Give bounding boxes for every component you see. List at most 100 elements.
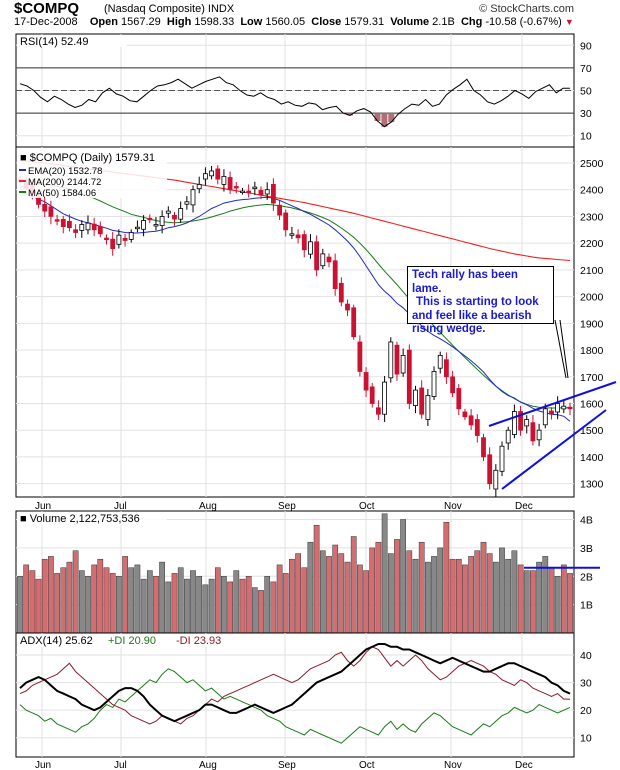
adx-month-label: Aug [199,760,217,770]
volume-bar [146,570,153,634]
candle-body [209,170,215,177]
rsi-tick-label: 90 [580,40,592,52]
volume-bar [437,547,444,634]
volume-bar [276,564,283,634]
annotation-line-4: rising wedge. [412,323,486,335]
volume-bar [264,576,271,634]
volume-bar [511,550,518,634]
volume-bar [418,541,425,634]
candle-body [536,429,542,441]
price-month-label: Oct [359,501,375,512]
volume-bar [560,564,567,634]
volume-bar [245,576,252,634]
volume-bar [78,570,85,634]
volume-bar [184,578,190,634]
volume-bar [567,573,573,634]
rsi-tick-label: 50 [580,86,592,98]
candle-body [122,237,128,241]
candle-body [184,201,190,205]
candle-body [326,256,332,263]
annotation-box: Tech rally has been lame. This is starti… [407,266,554,335]
rsi-oversold-shade [347,113,402,127]
volume-bar [140,578,147,634]
volume-bar [23,564,30,634]
volume-bar [29,570,36,634]
candle-body [413,389,418,407]
candle-body [60,218,66,227]
candle-body [42,203,48,212]
down-arrow-icon: ▼ [564,17,574,27]
candle-body [73,229,78,233]
volume-bar [350,536,357,634]
candle-body [505,429,511,444]
candle-body [277,204,283,216]
volume-bar [400,519,406,634]
volume-bar [462,564,468,634]
volume-bar [468,556,474,634]
open-value: 1567.29 [121,16,161,28]
volume-bar [363,570,369,634]
volume-bar [270,581,277,634]
volume-bar [85,576,91,634]
volume-bar [412,558,419,634]
candle-body [314,241,320,271]
candle-body [524,419,530,427]
price-legend-entry: EMA(20) 1532.78 [28,166,102,177]
volume-bar [381,513,388,634]
price-legend-entry: MA(200) 2144.72 [28,177,101,188]
volume-bar [449,558,456,634]
candle-body [67,220,72,229]
candle-body [147,217,153,221]
candle-body [400,354,406,374]
candle-body [202,173,208,180]
plus-di-line [19,668,571,744]
price-tick-label: 1500 [580,425,604,437]
candle-body [301,234,307,251]
candle-body [351,307,357,338]
volume-bar [233,570,240,634]
high-value: 1598.33 [194,16,235,28]
volume-bar [505,558,512,634]
volume-bar [60,567,67,634]
volume-bar [523,570,530,634]
candle-body [240,190,245,194]
candle-body [215,168,221,180]
adx-month-label: Dec [515,760,533,770]
price-month-label: Jun [35,501,51,512]
volume-bar [227,581,233,634]
candle-body [468,415,474,426]
ma50-line [19,183,570,409]
volume-title: ■ Volume 2,122,753,536 [20,513,140,525]
volume-bar [375,541,382,634]
volume-bar [128,567,135,634]
price-month-label: Sep [278,501,296,512]
price-tick-label: 2100 [580,265,604,277]
candle-body [320,253,326,267]
volume-bar [17,576,23,634]
volume-bar [530,570,536,634]
price-tick-label: 1900 [580,318,604,330]
price-title: ■ $COMPQ (Daily) 1579.31 [20,152,155,164]
adx-tick-label: 30 [580,678,592,690]
candle-body [487,454,493,485]
volume-bar [455,558,462,634]
candle-body [196,183,202,190]
adx-month-label: Jul [114,760,127,770]
low-value: 1560.05 [265,16,306,28]
candle-body [462,411,468,418]
volume-bar [66,561,73,634]
candle-body [567,406,573,410]
volume-bar [251,587,258,634]
volume-bar [282,573,289,634]
quote-stats: 17-Dec-2008 Open 1567.29 High 1598.33 Lo… [14,16,574,28]
candle-body [388,341,394,379]
adx-legend-minus-di: -DI 23.93 [176,635,221,647]
candle-body [307,241,313,255]
price-month-label: Jul [114,501,127,512]
candle-body [394,344,400,375]
price-tick-label: 1400 [580,452,604,464]
price-month-label: Dec [515,501,533,512]
chg-label: Chg [460,16,483,28]
candle-body [425,395,431,420]
